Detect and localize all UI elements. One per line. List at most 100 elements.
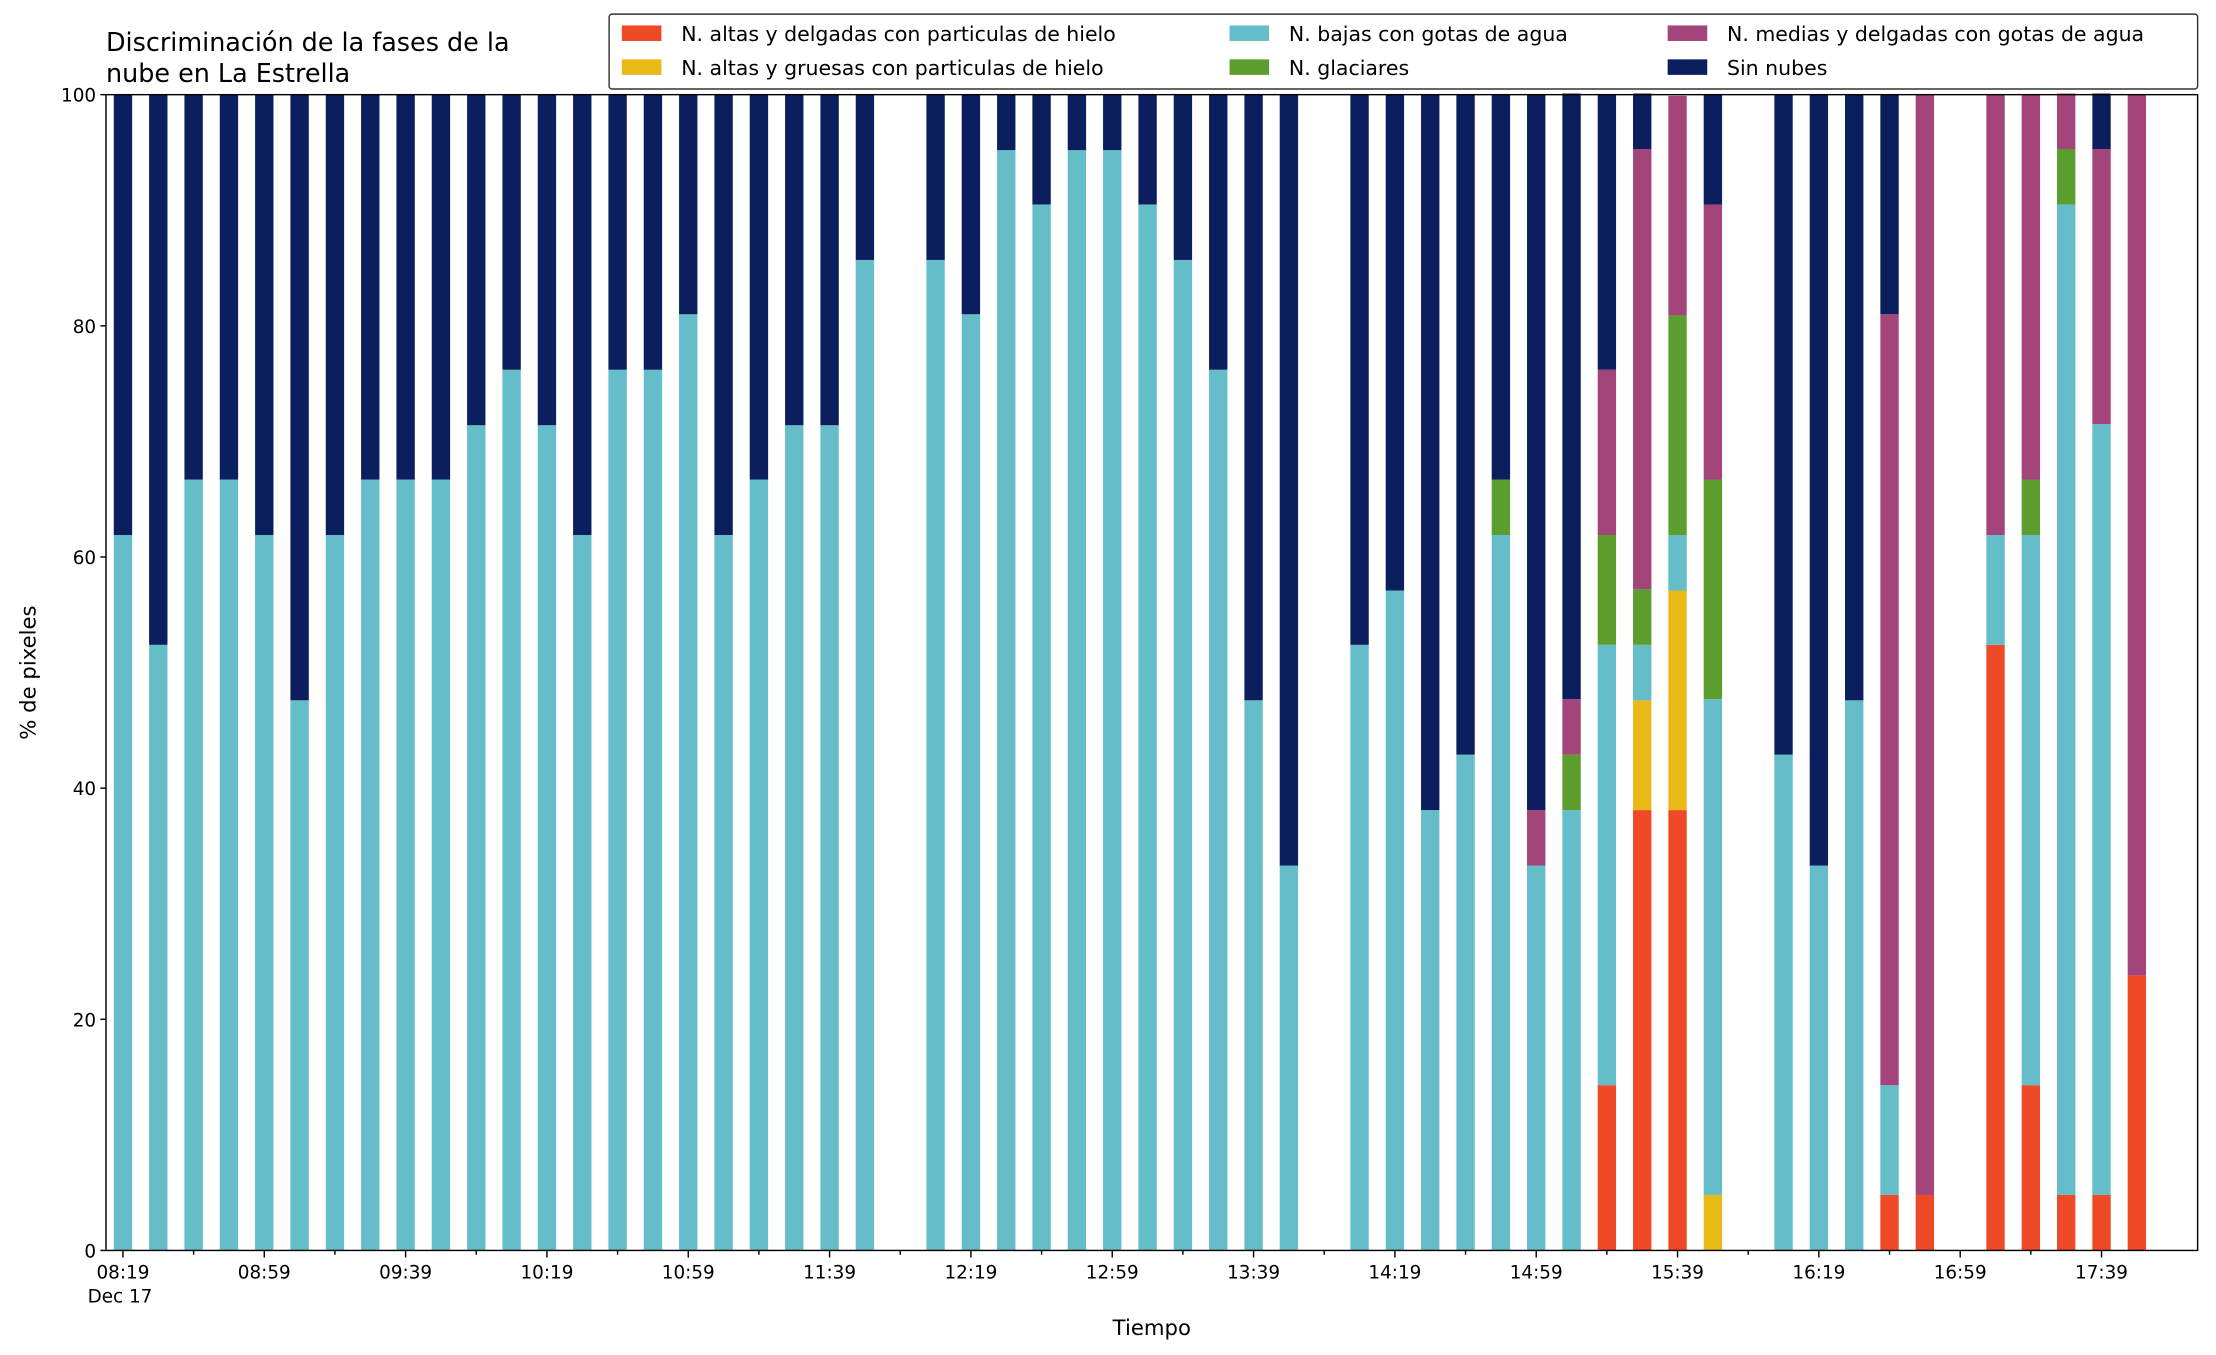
x-tick-label: 16:19 (1792, 1263, 1845, 1284)
bar-segment (785, 94, 804, 426)
legend-swatch (1667, 25, 1708, 41)
bar-segment (1703, 204, 1723, 480)
bar-segment (1633, 810, 1652, 1251)
bar-segment (1209, 369, 1228, 1251)
bar-segment (1915, 94, 1935, 1195)
bar-segment (1633, 589, 1652, 645)
bar-segment (785, 425, 804, 1251)
bar-segment (2092, 148, 2111, 425)
bar-segment (1244, 700, 1263, 1251)
bar-segment (2021, 535, 2041, 1086)
bar-segment (997, 94, 1016, 151)
bar-segment (1067, 94, 1087, 151)
bar-segment (2057, 148, 2076, 205)
x-tick-label: 09:39 (379, 1263, 432, 1284)
bar-segment (1633, 700, 1652, 811)
bar-segment (1880, 1085, 1899, 1195)
bar-segment (608, 369, 627, 1251)
x-tick-label: 08:59 (238, 1263, 291, 1284)
bar-segment (1845, 94, 1864, 701)
bar-segment (255, 535, 274, 1251)
bar-segment (1032, 94, 1051, 205)
bar-segment (113, 535, 133, 1251)
bar-segment (1986, 94, 2005, 536)
bar-segment (2021, 1085, 2041, 1251)
x-tick-label: 12:19 (944, 1263, 997, 1284)
bar-segment (2057, 1194, 2076, 1251)
bar-segment (2127, 975, 2147, 1251)
bar-segment (608, 94, 627, 370)
bar-segment (1527, 810, 1546, 866)
x-sublabel: Dec 17 (88, 1287, 153, 1308)
plot-frame (105, 93, 2199, 1252)
x-tick-label: 08:19 (96, 1263, 149, 1284)
bar-segment (537, 94, 557, 426)
bar-segment (855, 259, 875, 1251)
legend-label: Sin nubes (1727, 56, 1827, 80)
bar-segment (290, 700, 309, 1251)
bar-segment (1668, 95, 1687, 316)
bar-segment (1597, 369, 1617, 536)
bar-segment (1703, 479, 1723, 700)
bar-segment (1421, 810, 1440, 1251)
bar-segment (1845, 700, 1864, 1251)
x-tick-label: 10:19 (520, 1263, 573, 1284)
legend-label: N. medias y delgadas con gotas de agua (1727, 22, 2144, 46)
bar-segment (149, 644, 168, 1251)
legend-label: N. altas y gruesas con particulas de hie… (681, 56, 1103, 80)
bar-segment (1597, 644, 1617, 1086)
bar-segment (1597, 1085, 1617, 1251)
bar-segment (714, 94, 733, 536)
bar-segment (1562, 754, 1581, 811)
x-axis-label: Tiempo (1112, 1315, 1191, 1340)
bar-segment (961, 94, 981, 315)
bar-segment (2092, 1194, 2111, 1251)
bar-segment (502, 369, 521, 1251)
x-tick-label: 10:59 (662, 1263, 715, 1284)
x-tick-label: 12:59 (1086, 1263, 1139, 1284)
bar-segment (1350, 644, 1369, 1251)
bar-segment (1350, 94, 1369, 645)
bar-segment (431, 94, 451, 480)
x-tick-label: 14:59 (1510, 1263, 1563, 1284)
chart-title: Discriminación de la fases de la (106, 27, 510, 57)
bar-segment (1527, 865, 1546, 1251)
bar-segment (396, 94, 415, 480)
bar-segment (1103, 150, 1122, 1251)
bar-segment (1527, 94, 1546, 811)
legend-frame (608, 13, 2199, 90)
bar-segment (643, 369, 663, 1251)
bar-segment (1562, 810, 1581, 1251)
legend-swatch (621, 59, 662, 75)
bar-segment (820, 94, 839, 426)
bar-segment (1633, 148, 1652, 590)
legend-swatch (1229, 59, 1270, 75)
bar-segment (537, 425, 557, 1251)
bar-segment (714, 535, 733, 1251)
x-tick-label: 17:39 (2075, 1263, 2128, 1284)
bar-segment (1244, 94, 1263, 701)
y-tick-label: 100 (61, 86, 96, 107)
y-tick-label: 0 (84, 1242, 96, 1263)
y-tick-label: 40 (73, 779, 96, 800)
bar-segment (1491, 535, 1511, 1251)
bar-segment (1668, 590, 1687, 811)
bar-segment (1456, 754, 1475, 1251)
x-tick-label: 13:39 (1227, 1263, 1280, 1284)
bar-segment (361, 94, 380, 480)
bar-segment (184, 479, 203, 1251)
bar-segment (643, 94, 663, 370)
bar-segment (361, 479, 380, 1251)
bar-segment (1209, 94, 1228, 370)
bar-segment (255, 94, 274, 536)
bar-segment (679, 314, 698, 1251)
bar-segment (1703, 1194, 1723, 1251)
bar-segment (1067, 150, 1087, 1251)
y-tick-label: 60 (73, 548, 96, 569)
bar-segment (1385, 590, 1405, 1251)
bar-segment (1986, 644, 2005, 1251)
bar-segment (184, 94, 203, 480)
bar-segment (1703, 699, 1723, 1195)
